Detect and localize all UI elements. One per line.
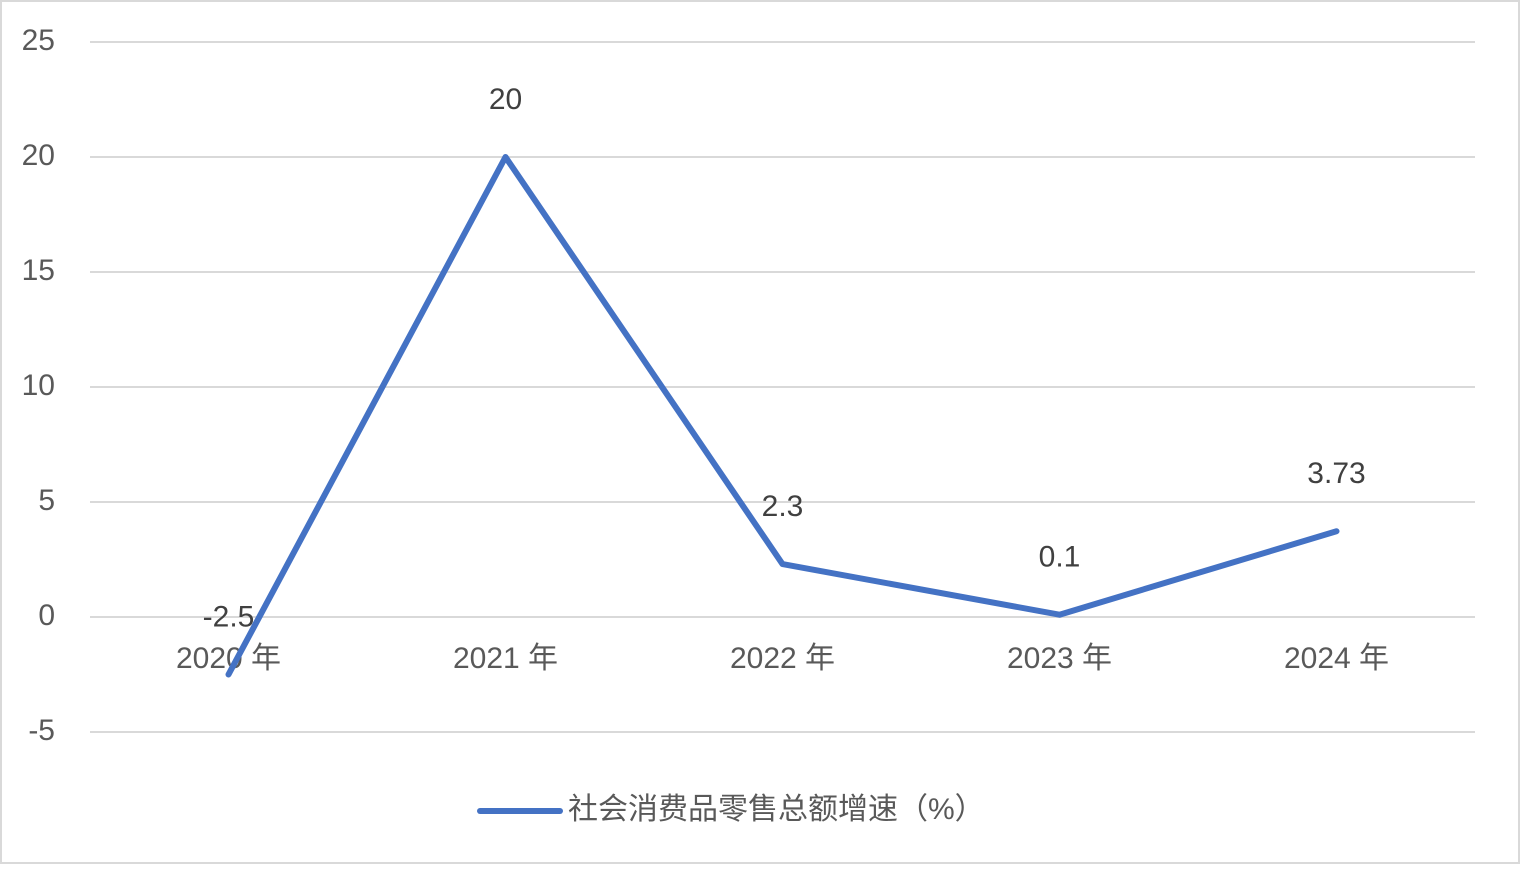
- legend-label: 社会消费品零售总额增速（%）: [568, 793, 985, 826]
- x-tick-label: 2022 年: [730, 642, 835, 675]
- data-label: -2.5: [203, 600, 255, 633]
- data-label: 20: [489, 83, 522, 116]
- x-tick-label: 2023 年: [1007, 642, 1112, 675]
- data-label: 3.73: [1307, 457, 1365, 490]
- y-tick-label: 25: [22, 24, 55, 57]
- x-tick-label: 2021 年: [453, 642, 558, 675]
- y-tick-label: -5: [28, 714, 55, 747]
- y-tick-label: 15: [22, 254, 55, 287]
- y-tick-label: 5: [38, 484, 55, 517]
- x-tick-label: 2024 年: [1284, 642, 1389, 675]
- y-tick-label: 20: [22, 139, 55, 172]
- y-tick-label: 10: [22, 369, 55, 402]
- series-line: [225, 154, 1340, 678]
- y-tick-label: 0: [38, 599, 55, 632]
- data-label: 0.1: [1039, 541, 1081, 574]
- data-label: 2.3: [762, 490, 804, 523]
